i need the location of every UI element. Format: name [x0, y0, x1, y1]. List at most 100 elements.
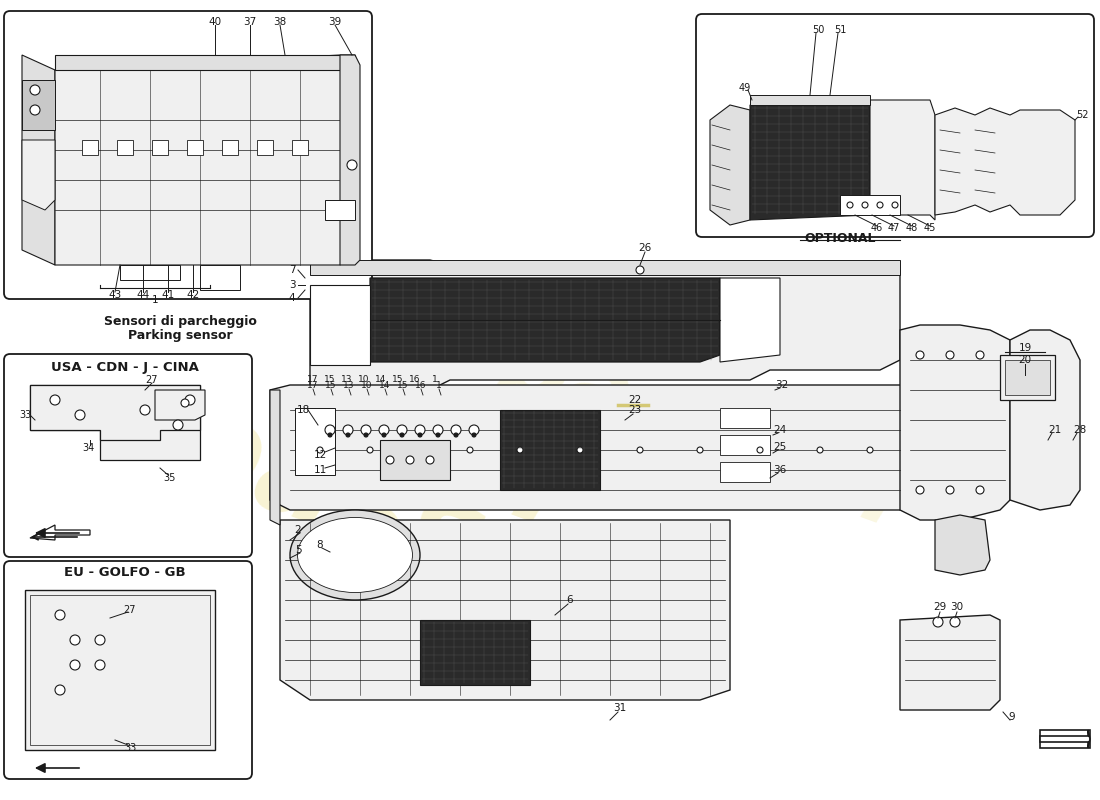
Polygon shape — [22, 140, 55, 210]
Circle shape — [317, 447, 323, 453]
Circle shape — [847, 202, 852, 208]
Text: 41: 41 — [162, 290, 175, 300]
Text: Sensori di parcheggio: Sensori di parcheggio — [103, 315, 256, 329]
Polygon shape — [720, 435, 770, 455]
Text: 9: 9 — [1009, 712, 1015, 722]
Polygon shape — [295, 408, 336, 475]
Text: 8: 8 — [317, 540, 323, 550]
Text: 26: 26 — [638, 243, 651, 253]
Circle shape — [50, 395, 60, 405]
Text: 42: 42 — [186, 290, 199, 300]
Circle shape — [817, 447, 823, 453]
Polygon shape — [270, 390, 280, 525]
Polygon shape — [310, 260, 900, 390]
Text: 14: 14 — [375, 375, 387, 385]
Text: 34: 34 — [81, 443, 95, 453]
Text: 43: 43 — [109, 290, 122, 300]
Polygon shape — [30, 385, 200, 460]
Circle shape — [382, 433, 386, 437]
Polygon shape — [720, 278, 780, 362]
Polygon shape — [379, 440, 450, 480]
Circle shape — [867, 447, 873, 453]
Circle shape — [946, 486, 954, 494]
Text: 15: 15 — [393, 375, 404, 385]
Text: 51: 51 — [834, 25, 846, 35]
Polygon shape — [324, 200, 355, 220]
Polygon shape — [500, 410, 600, 490]
Text: 15: 15 — [397, 381, 409, 390]
Circle shape — [637, 447, 644, 453]
Circle shape — [697, 447, 703, 453]
Circle shape — [472, 433, 476, 437]
Polygon shape — [1010, 330, 1080, 510]
Polygon shape — [82, 140, 98, 155]
Circle shape — [877, 202, 883, 208]
Text: 15: 15 — [326, 381, 337, 390]
Polygon shape — [200, 265, 240, 290]
Text: 17: 17 — [307, 381, 319, 390]
Text: passion: passion — [486, 314, 913, 546]
Text: 30: 30 — [950, 602, 964, 612]
Text: 16: 16 — [416, 381, 427, 390]
FancyBboxPatch shape — [4, 354, 252, 557]
Text: 23: 23 — [628, 405, 641, 415]
Polygon shape — [280, 520, 730, 700]
Polygon shape — [420, 620, 530, 685]
Circle shape — [862, 202, 868, 208]
Circle shape — [30, 105, 40, 115]
Circle shape — [976, 351, 984, 359]
Circle shape — [182, 399, 189, 407]
Text: USA - CDN - J - CINA: USA - CDN - J - CINA — [51, 361, 199, 374]
Text: 27: 27 — [123, 605, 136, 615]
Text: Parking sensor: Parking sensor — [128, 330, 232, 342]
Circle shape — [517, 447, 522, 453]
Circle shape — [361, 425, 371, 435]
Text: 29: 29 — [934, 602, 947, 612]
Polygon shape — [1005, 360, 1050, 395]
Circle shape — [140, 405, 150, 415]
Polygon shape — [340, 55, 360, 265]
Polygon shape — [30, 525, 90, 540]
Text: 39: 39 — [329, 17, 342, 27]
Circle shape — [418, 433, 422, 437]
FancyBboxPatch shape — [696, 14, 1094, 237]
Text: 45: 45 — [924, 223, 936, 233]
Circle shape — [578, 447, 583, 453]
Circle shape — [433, 425, 443, 435]
Polygon shape — [292, 140, 308, 155]
Circle shape — [324, 425, 336, 435]
Text: 5: 5 — [295, 545, 301, 555]
Polygon shape — [257, 140, 273, 155]
Text: 35: 35 — [164, 473, 176, 483]
Polygon shape — [270, 385, 920, 510]
Text: 7: 7 — [288, 265, 295, 275]
Text: 12: 12 — [314, 450, 327, 460]
Circle shape — [95, 635, 104, 645]
Circle shape — [468, 447, 473, 453]
Ellipse shape — [297, 518, 412, 593]
Polygon shape — [310, 260, 900, 275]
Polygon shape — [25, 590, 215, 750]
Polygon shape — [120, 265, 180, 280]
FancyBboxPatch shape — [4, 561, 252, 779]
Text: 50: 50 — [812, 25, 824, 35]
Polygon shape — [310, 285, 370, 365]
Text: 38: 38 — [274, 17, 287, 27]
Circle shape — [55, 610, 65, 620]
Text: 11: 11 — [314, 465, 327, 475]
Circle shape — [976, 486, 984, 494]
Circle shape — [406, 456, 414, 464]
Circle shape — [95, 660, 104, 670]
Text: 27: 27 — [145, 375, 158, 385]
Circle shape — [415, 425, 425, 435]
Text: 3: 3 — [288, 280, 295, 290]
Polygon shape — [750, 100, 870, 220]
Text: 19: 19 — [1019, 343, 1032, 353]
Text: 15: 15 — [324, 375, 336, 385]
Circle shape — [379, 425, 389, 435]
Text: OPTIONAL: OPTIONAL — [804, 231, 876, 245]
Polygon shape — [870, 100, 935, 220]
Polygon shape — [935, 108, 1075, 215]
Text: 25: 25 — [773, 442, 786, 452]
Text: 4: 4 — [288, 293, 295, 303]
